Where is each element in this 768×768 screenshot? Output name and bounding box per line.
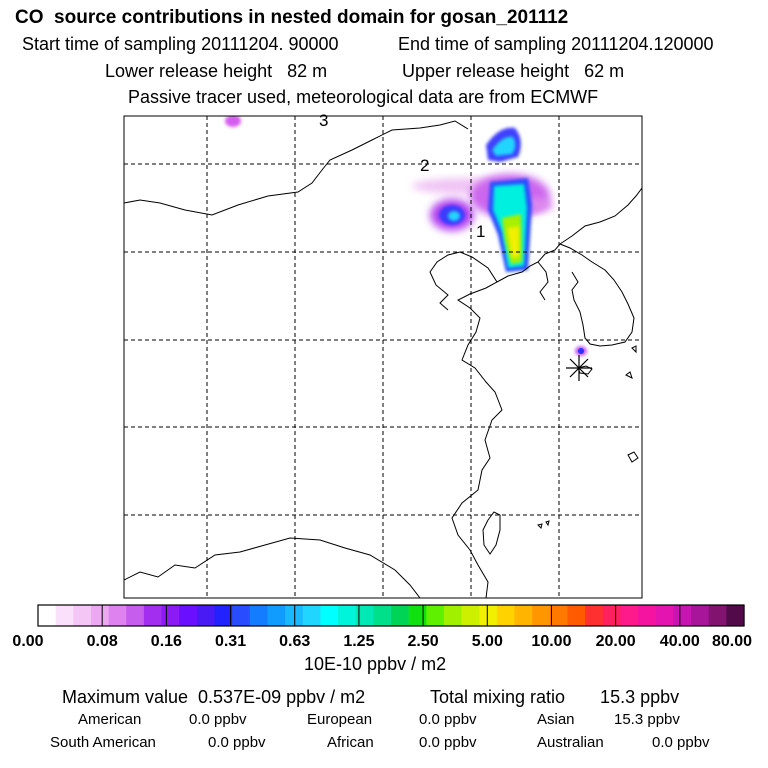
map-frame (123, 115, 643, 599)
south-american-value: 0.0 ppbv (208, 734, 266, 751)
colorbar-unit: 10E-10 ppbv / m2 (304, 654, 447, 674)
colorbar-cell (38, 605, 57, 626)
start-time: Start time of sampling 20111204. 90000 (22, 34, 339, 54)
colorbar-tick-label: 0.00 (12, 633, 44, 650)
lower-release-height: Lower release height 82 m (105, 61, 328, 81)
colorbar-cell (585, 605, 604, 626)
colorbar-frame (37, 604, 745, 627)
colorbar-cell (196, 605, 216, 626)
colorbar-cell (443, 605, 463, 626)
colorbar-cell (408, 605, 427, 626)
australian-value: 0.0 ppbv (652, 734, 710, 751)
colorbar-cell (620, 605, 639, 626)
colorbar-cell (55, 605, 74, 626)
colorbar-cell (338, 605, 357, 626)
american-label: American (78, 711, 142, 728)
lat-lon-grid (124, 116, 642, 598)
colorbar-tick-label: 20.00 (595, 633, 636, 650)
tracer-note: Passive tracer used, meteorological data… (128, 87, 599, 107)
colorbar-tick-label: 40.00 (659, 633, 700, 650)
colorbar-cell (73, 605, 92, 626)
colorbar-cell (161, 605, 180, 626)
coastlines-and-borders (124, 120, 642, 598)
african-value: 0.0 ppbv (419, 734, 477, 751)
total-mixing-ratio: Total mixing ratio 15.3 ppbv (430, 687, 680, 707)
colorbar-cell (143, 605, 163, 626)
colorbar-cell (214, 605, 233, 626)
colorbar-cell (320, 605, 339, 626)
colorbar-cell (673, 605, 692, 626)
asian-label: Asian (537, 711, 575, 728)
colorbar-tick-label: 10.00 (531, 633, 572, 650)
australian-label: Australian (537, 734, 604, 751)
colorbar-cell (726, 605, 745, 626)
colorbar-cell (638, 605, 657, 626)
colorbar-tick-label: 1.25 (343, 633, 375, 650)
receptor-site-marker (566, 355, 592, 381)
colorbar-cell (285, 605, 304, 626)
colorbar-tick-label: 0.08 (86, 633, 118, 650)
colorbar-cell (108, 605, 127, 626)
colorbar-cell (461, 605, 480, 626)
colorbar-cell (391, 605, 410, 626)
american-value: 0.0 ppbv (189, 711, 247, 728)
colorbar-tick-label: 80.00 (711, 633, 753, 650)
european-label: European (307, 711, 373, 728)
colorbar-cell (655, 605, 674, 626)
colorbar-cell (532, 605, 551, 626)
colorbar-cell (90, 605, 110, 626)
concentration-plume (225, 116, 587, 356)
colorbar-tick-label: 0.31 (214, 633, 247, 650)
trajectory-label-2: 2 (420, 156, 429, 175)
south-american-label: South American (50, 734, 156, 751)
colorbar-cell (708, 605, 727, 626)
african-label: African (327, 734, 374, 751)
colorbar-cell (496, 605, 516, 626)
colorbar-tick-label: 0.63 (279, 633, 311, 650)
asian-value: 15.3 ppbv (614, 711, 680, 728)
trajectory-label-3: 3 (319, 111, 328, 130)
colorbar-cell (249, 605, 269, 626)
colorbar-cell (126, 605, 145, 626)
colorbar-cell (514, 605, 533, 626)
colorbar-tick-label: 0.16 (150, 633, 182, 650)
colorbar-tick-label: 2.50 (407, 633, 439, 650)
colorbar-cell (479, 605, 498, 626)
maximum-value: Maximum value 0.537E-09 ppbv / m2 (62, 687, 366, 707)
plot-title: CO source contributions in nested domain… (15, 7, 569, 28)
colorbar-cell (267, 605, 286, 626)
colorbar-cell (691, 605, 710, 626)
end-time: End time of sampling 20111204.120000 (398, 34, 714, 54)
upper-release-height: Upper release height 62 m (402, 61, 625, 81)
colorbar-cell (426, 605, 445, 626)
trajectory-label-1: 1 (476, 222, 485, 241)
colorbar-cell (549, 605, 569, 626)
colorbar-tick-label: 5.00 (471, 633, 503, 650)
colorbar-cell (302, 605, 321, 626)
european-value: 0.0 ppbv (419, 711, 477, 728)
colorbar-cell (355, 605, 374, 626)
colorbar-cell (602, 605, 622, 626)
colorbar-cell (232, 605, 251, 626)
colorbar-cell (373, 605, 392, 626)
colorbar-cell (567, 605, 586, 626)
colorbar-cell (179, 605, 198, 626)
